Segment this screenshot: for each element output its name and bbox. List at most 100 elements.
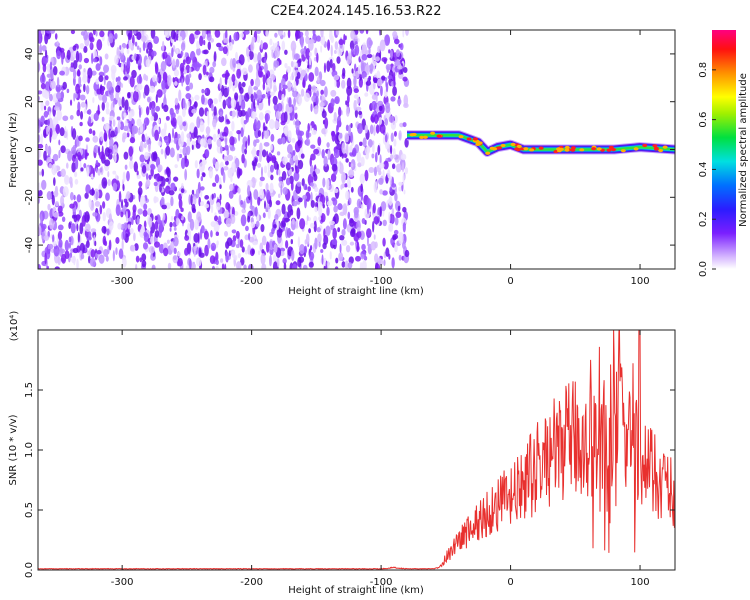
spectrogram-cell xyxy=(94,240,97,247)
spectrogram-cell xyxy=(181,78,184,87)
spectrogram-cell xyxy=(324,117,329,129)
spectrogram-cell xyxy=(173,69,180,77)
spectrogram-cell xyxy=(39,74,46,84)
spectrogram-cell xyxy=(263,200,266,210)
spectrogram-cell xyxy=(49,127,53,138)
spectrogram-cell xyxy=(295,119,300,131)
spectrogram-cell xyxy=(308,228,312,234)
spectrogram-cell xyxy=(169,227,172,232)
spectrogram-cell xyxy=(337,203,343,211)
spectrogram-cell xyxy=(118,191,122,203)
spectrogram-cell xyxy=(69,192,74,201)
spectrogram-cell xyxy=(212,182,217,187)
spectrogram-cell xyxy=(74,178,79,185)
spectrogram-cell xyxy=(145,58,151,68)
spectrogram-cell xyxy=(54,33,58,40)
y-tick-label: 0.0 xyxy=(24,562,35,578)
spectrogram-cell xyxy=(121,110,125,121)
spectrogram-cell xyxy=(310,199,315,208)
spectrogram-cell xyxy=(368,39,373,46)
spectrogram-cell xyxy=(237,187,241,194)
spectrogram-cell xyxy=(187,222,191,233)
spectrogram-cell xyxy=(321,110,327,119)
spectrogram-cell xyxy=(163,30,169,37)
spectrogram-cell xyxy=(368,167,375,174)
spectrogram-cell xyxy=(342,172,345,182)
spectrogram-cell xyxy=(320,30,324,38)
spectrogram-cell xyxy=(41,168,45,177)
spectrogram-cell xyxy=(226,118,230,123)
spectrogram-cell xyxy=(221,131,228,137)
spectrogram-cell xyxy=(214,30,221,38)
spectrogram-cell xyxy=(233,32,239,42)
spectrogram-cell xyxy=(117,76,121,82)
spectrogram-cell xyxy=(132,110,135,117)
spectrogram-cell xyxy=(95,191,98,201)
spectrogram-cell xyxy=(325,225,331,236)
spectrogram-cell xyxy=(389,186,393,193)
spectrogram-cell xyxy=(55,123,61,135)
spectrogram-cell xyxy=(330,89,337,97)
spectrogram-cell xyxy=(56,91,62,100)
spectrogram-cell xyxy=(104,75,109,81)
spectrogram-cell xyxy=(320,89,324,96)
signal-peak xyxy=(662,145,668,149)
spectrogram-cell xyxy=(360,191,364,202)
spectrogram-cell xyxy=(248,236,255,243)
spectrogram-cell xyxy=(332,227,337,240)
spectrogram-cell xyxy=(302,194,308,200)
spectrogram-cell xyxy=(110,64,117,74)
spectrogram-cell xyxy=(72,68,77,80)
spectrogram-cell xyxy=(48,163,53,169)
spectrogram-cell xyxy=(105,107,110,115)
spectrogram-cell xyxy=(363,76,368,83)
spectrogram-cell xyxy=(265,207,268,213)
spectrogram-cell xyxy=(64,239,70,252)
spectrogram-cell xyxy=(145,181,148,190)
spectrogram-cell xyxy=(203,230,209,240)
spectrogram-cell xyxy=(205,71,209,76)
spectrogram-cell xyxy=(402,222,406,233)
spectrogram-cell xyxy=(60,195,65,207)
spectrogram-cell xyxy=(258,180,263,187)
spectrogram-cell xyxy=(261,263,267,269)
spectrogram-cell xyxy=(360,183,363,193)
spectrogram-cell xyxy=(44,252,47,265)
spectrogram-cell xyxy=(359,141,363,147)
spectrogram-cell xyxy=(191,108,197,114)
spectrogram-cell xyxy=(67,150,73,162)
spectrogram-cell xyxy=(145,75,149,82)
spectrogram-cell xyxy=(385,81,389,93)
signal-peak xyxy=(608,145,614,149)
spectrogram-cell xyxy=(393,138,397,147)
spectrogram-cell xyxy=(172,112,176,119)
spectrogram-cell xyxy=(350,122,353,129)
spectrogram-cell xyxy=(176,48,179,54)
spectrogram-cell xyxy=(328,220,335,225)
spectrogram-cell xyxy=(42,63,47,73)
spectrogram-cell xyxy=(272,95,278,105)
spectrogram-cell xyxy=(298,256,305,263)
spectrogram-cell xyxy=(126,57,130,69)
spectrogram-cell xyxy=(393,76,396,88)
spectrogram-cell xyxy=(274,46,281,58)
spectrogram-cell xyxy=(170,196,174,207)
spectrogram-cell xyxy=(285,177,291,186)
spectrogram-cell xyxy=(92,96,95,104)
spectrogram-cell xyxy=(282,217,286,224)
spectrogram-cell xyxy=(225,160,229,166)
spectrogram-cell xyxy=(379,206,382,218)
spectrogram-cell xyxy=(332,62,336,73)
spectrogram-cell xyxy=(104,147,111,157)
spectrogram-cell xyxy=(348,161,352,168)
spectrogram-cell xyxy=(305,35,310,45)
spectrogram-cell xyxy=(298,58,302,63)
spectrogram-cell xyxy=(319,79,326,87)
spectrogram-cell xyxy=(85,85,90,95)
x-tick-label: 0 xyxy=(507,577,513,588)
spectrogram-cell xyxy=(353,206,359,215)
spectrogram-cell xyxy=(196,63,202,68)
spectrogram-cell xyxy=(305,220,308,226)
spectrogram-cell xyxy=(107,171,110,178)
spectrogram-cell xyxy=(207,114,210,127)
